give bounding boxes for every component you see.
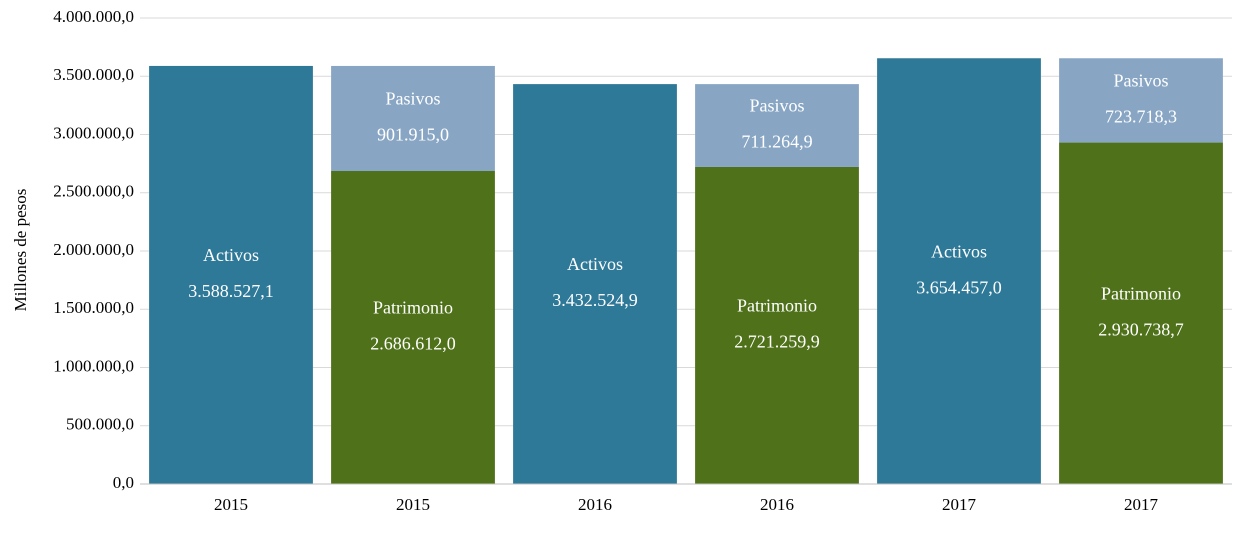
data-label: 3.588.527,1 [188,281,274,301]
bar-segment [149,65,313,485]
data-label: 723.718,3 [1105,107,1177,127]
y-tick-label: 1.000.000,0 [53,356,134,375]
bar-segment [695,84,859,167]
segment-name: Pasivos [749,96,804,116]
data-label: 901.915,0 [377,125,449,145]
bar-segment [1059,142,1223,484]
x-tick-label: 2015 [396,495,430,514]
data-label: 711.264,9 [741,132,812,152]
y-tick-label: 4.000.000,0 [53,7,134,26]
x-tick-label: 2017 [1124,495,1159,514]
segment-name: Pasivos [1113,71,1168,91]
y-tick-label: 1.500.000,0 [53,298,134,317]
bar-segment [877,58,1041,484]
data-label: 3.654.457,0 [916,277,1002,297]
data-label: 2.721.259,9 [734,332,820,352]
bar-segment [513,84,677,485]
y-tick-label: 2.500.000,0 [53,182,134,201]
segment-name: Patrimonio [1101,283,1181,303]
segment-name: Patrimonio [737,296,817,316]
y-tick-label: 2.000.000,0 [53,240,134,259]
segment-name: Activos [203,245,259,265]
segment-name: Pasivos [385,89,440,109]
y-tick-label: 3.000.000,0 [53,123,134,142]
data-label: 2.930.738,7 [1098,319,1184,339]
data-label: 3.432.524,9 [552,290,638,310]
segment-name: Patrimonio [373,298,453,318]
bar-segment [695,166,859,485]
x-tick-label: 2017 [942,495,977,514]
x-tick-label: 2016 [760,495,794,514]
segment-name: Activos [567,254,623,274]
y-axis-label: Millones de pesos [11,189,30,312]
x-tick-label: 2015 [214,495,248,514]
y-tick-label: 500.000,0 [66,415,134,434]
segment-name: Activos [931,241,987,261]
bar-segment [331,65,495,172]
y-tick-label: 0,0 [113,473,134,492]
bar-segment [331,171,495,484]
bar-segment [1059,58,1223,143]
data-label: 2.686.612,0 [370,334,456,354]
x-tick-label: 2016 [578,495,612,514]
y-tick-label: 3.500.000,0 [53,65,134,84]
